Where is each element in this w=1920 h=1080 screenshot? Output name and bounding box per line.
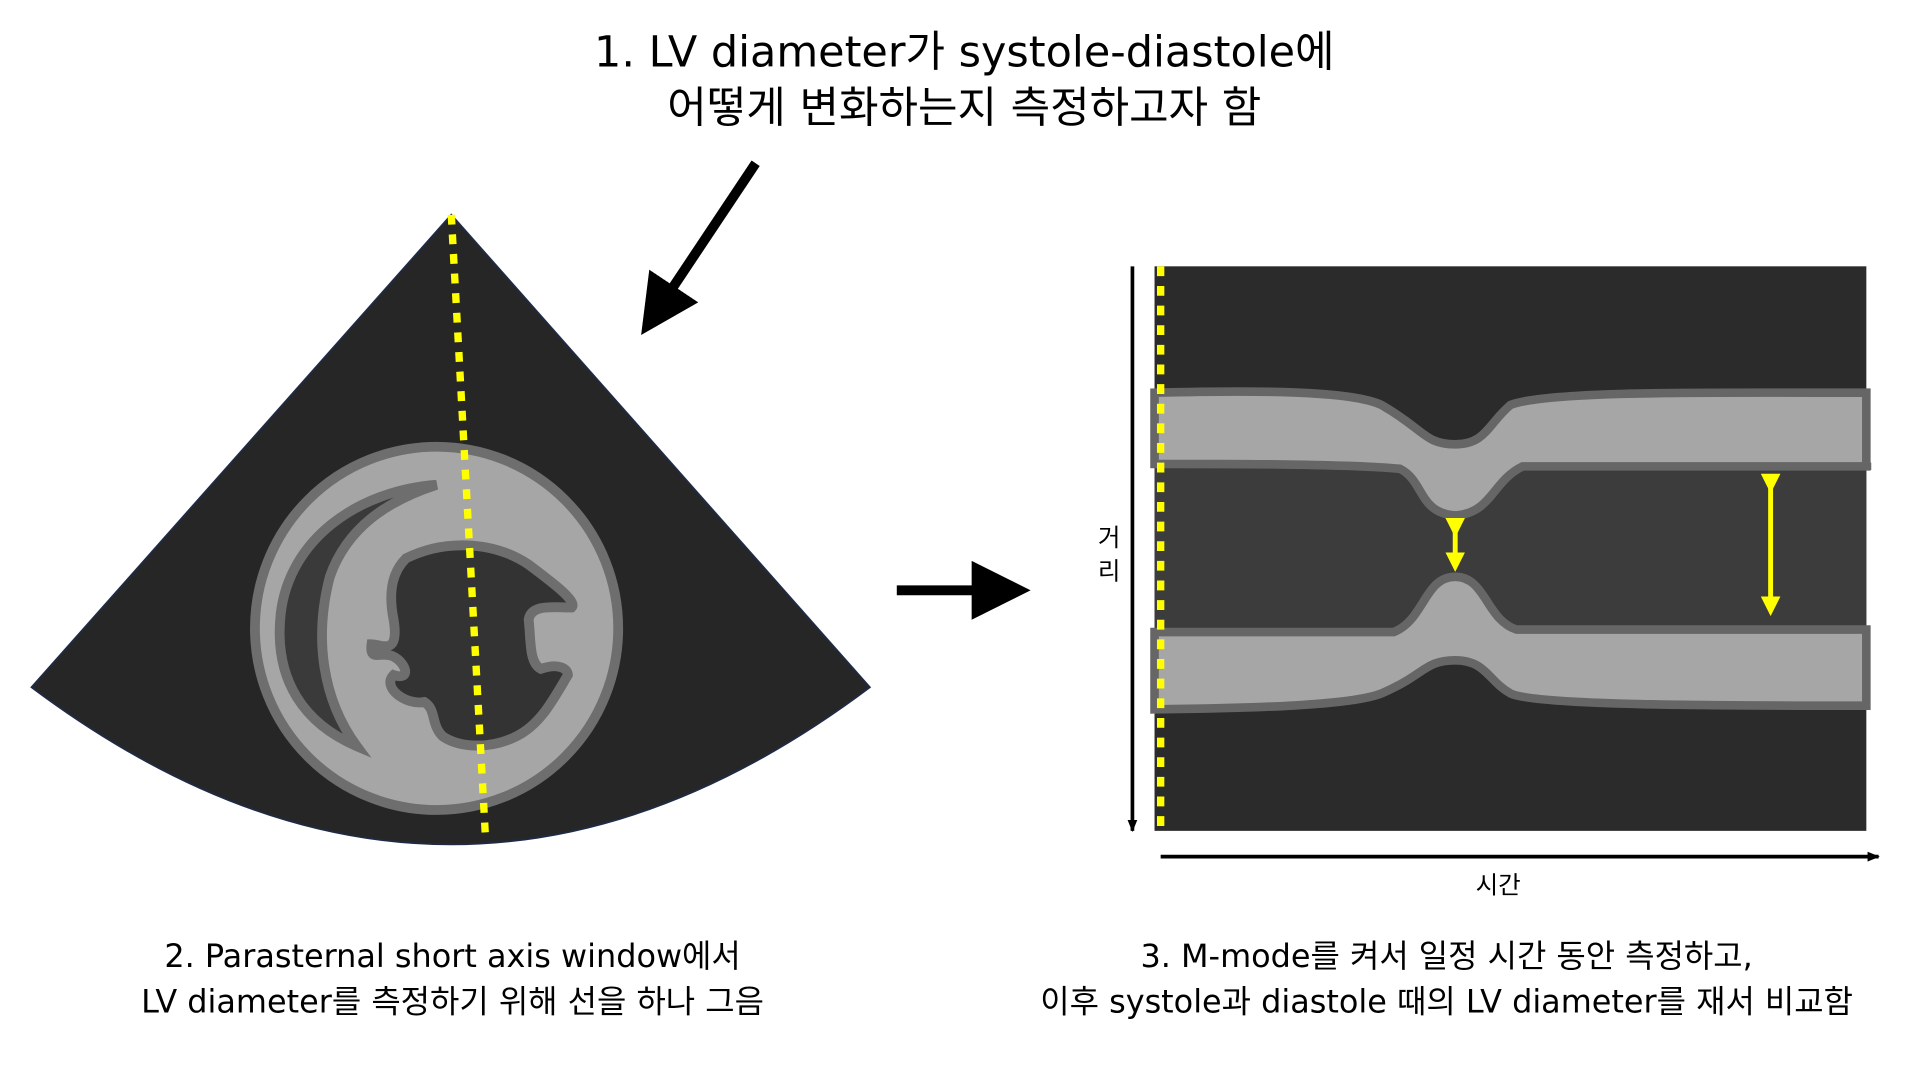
right-ventricle-cavity — [274, 479, 439, 758]
right-caption-line-1: 3. M-mode를 켜서 일정 시간 동안 측정하고, — [1140, 937, 1752, 975]
left-caption-line-1: 2. Parasternal short axis window에서 — [164, 937, 740, 975]
left-caption-line-2: LV diameter를 측정하기 위해 선을 하나 그음 — [141, 983, 764, 1021]
title-line-1: 1. LV diameter가 systole-diastole에 — [594, 27, 1335, 77]
time-axis-label: 시간 — [1476, 870, 1521, 899]
distance-axis-label-1: 거 — [1098, 523, 1121, 552]
title-line-2: 어떻게 변화하는지 측정하고자 함 — [667, 84, 1261, 134]
distance-axis-label-2: 리 — [1098, 556, 1121, 585]
pointer-arrow — [641, 160, 760, 336]
lower-wall-band — [1150, 572, 1871, 714]
left-ventricle-cavity — [366, 540, 578, 751]
upper-wall-band — [1150, 387, 1871, 520]
m-mode-panel — [1150, 266, 1872, 831]
parasternal-short-axis-view — [30, 213, 872, 846]
lv-cavity-region — [1154, 463, 1867, 629]
m-mode-cursor-line[interactable] — [447, 214, 490, 841]
right-caption-line-2: 이후 systole과 diastole 때의 LV diameter를 재서 … — [1040, 983, 1853, 1021]
